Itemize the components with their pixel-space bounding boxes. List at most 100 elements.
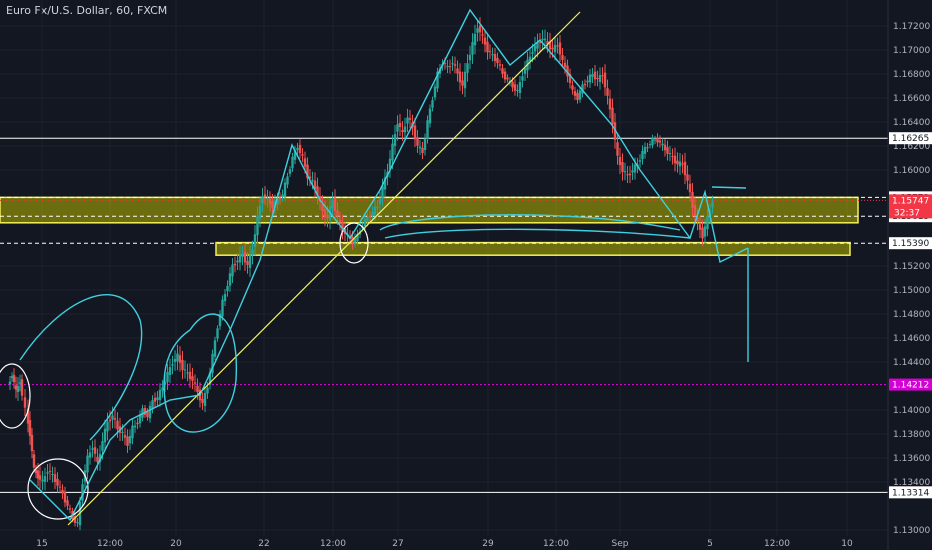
candle-body bbox=[281, 194, 284, 197]
candle-body bbox=[553, 44, 557, 53]
circle-annotation bbox=[0, 363, 31, 429]
candle-body bbox=[403, 126, 407, 133]
candle-body bbox=[448, 66, 452, 68]
candle-body bbox=[496, 57, 499, 64]
circle-annotation bbox=[27, 458, 89, 520]
candle-body bbox=[471, 42, 474, 55]
y-tick-label: 1.14000 bbox=[893, 406, 930, 416]
candle-body bbox=[101, 441, 104, 451]
candle-body bbox=[16, 386, 20, 392]
y-tick-label: 1.16800 bbox=[893, 70, 930, 80]
candle-body bbox=[383, 177, 387, 190]
candle-body bbox=[34, 469, 38, 474]
candle-body bbox=[511, 81, 514, 88]
candle-body bbox=[523, 68, 527, 74]
candle-body bbox=[266, 197, 269, 200]
x-tick-label: 12:00 bbox=[764, 539, 790, 549]
candle-body bbox=[98, 453, 102, 463]
candle-body bbox=[676, 160, 679, 165]
candle-body bbox=[416, 137, 419, 146]
candle-body bbox=[218, 313, 222, 327]
candle-body bbox=[353, 238, 357, 243]
price-tag-label: 1.14212 bbox=[892, 381, 929, 391]
candle-body bbox=[401, 130, 404, 132]
candle-body bbox=[233, 263, 237, 266]
candle-body bbox=[298, 144, 302, 154]
y-tick-label: 1.13000 bbox=[893, 526, 930, 536]
candle-body bbox=[38, 475, 42, 480]
candle-body bbox=[286, 176, 289, 185]
candle-body bbox=[568, 74, 572, 83]
candle-body bbox=[26, 408, 30, 424]
y-tick-label: 1.16000 bbox=[893, 166, 930, 176]
candle-body bbox=[68, 508, 72, 510]
candle-body bbox=[313, 180, 317, 190]
candle-body bbox=[653, 139, 657, 141]
candle-body bbox=[63, 491, 67, 503]
candle-body bbox=[658, 140, 662, 143]
candle-body bbox=[596, 77, 599, 80]
candle-body bbox=[711, 201, 714, 208]
candle-body bbox=[451, 63, 454, 65]
candle-body bbox=[241, 254, 244, 257]
candle-body bbox=[8, 381, 12, 385]
candle-body bbox=[258, 205, 262, 219]
candle-body bbox=[543, 38, 547, 41]
candle-body bbox=[506, 77, 509, 80]
candle-body bbox=[446, 66, 449, 68]
candle-body bbox=[316, 186, 319, 196]
candle-body bbox=[176, 353, 179, 362]
candle-body bbox=[651, 137, 654, 146]
candle-body bbox=[148, 405, 152, 419]
candle-body bbox=[623, 171, 627, 173]
candle-body bbox=[571, 85, 574, 90]
candle-body bbox=[331, 200, 334, 209]
candle-body bbox=[433, 86, 437, 98]
candle-body bbox=[581, 84, 584, 94]
candle-body bbox=[443, 63, 447, 65]
candle-body bbox=[103, 428, 107, 443]
candle-body bbox=[226, 285, 229, 292]
candle-body bbox=[126, 436, 129, 446]
candle-body bbox=[476, 28, 479, 33]
candle-body bbox=[253, 234, 257, 247]
candle-body bbox=[14, 385, 18, 390]
drawings bbox=[0, 8, 749, 526]
candle-body bbox=[373, 206, 377, 215]
candle-body bbox=[528, 56, 532, 62]
candle-body bbox=[466, 63, 469, 73]
candle-body bbox=[158, 389, 162, 401]
candle-body bbox=[703, 226, 707, 237]
price-tag-label: 1.15390 bbox=[892, 239, 929, 249]
candle-body bbox=[578, 90, 582, 100]
y-tick-label: 1.13400 bbox=[893, 478, 930, 488]
candle-body bbox=[491, 54, 494, 56]
price-tag bbox=[889, 237, 932, 250]
candles bbox=[8, 17, 714, 531]
candle-body bbox=[661, 143, 664, 146]
candle-body bbox=[428, 108, 432, 124]
candle-body bbox=[551, 47, 554, 50]
candle-body bbox=[521, 76, 524, 81]
candle-body bbox=[398, 122, 402, 128]
candle-body bbox=[646, 147, 649, 149]
candle-body bbox=[671, 156, 674, 158]
candle-body bbox=[516, 90, 519, 92]
candle-body bbox=[20, 379, 24, 396]
candle-body bbox=[236, 260, 239, 263]
candle-body bbox=[413, 125, 417, 140]
candle-body bbox=[513, 84, 517, 91]
candle-body bbox=[558, 42, 562, 55]
candle-body bbox=[278, 197, 282, 200]
candle-body bbox=[698, 224, 702, 230]
candle-body bbox=[638, 160, 642, 162]
candle-body bbox=[306, 164, 309, 179]
candle-body bbox=[518, 82, 522, 93]
drawing-stroke bbox=[29, 8, 749, 522]
candle-body bbox=[631, 170, 634, 173]
candle-body bbox=[616, 142, 619, 156]
candle-body bbox=[183, 369, 187, 371]
candle-body bbox=[128, 436, 132, 444]
candle-body bbox=[486, 41, 489, 53]
